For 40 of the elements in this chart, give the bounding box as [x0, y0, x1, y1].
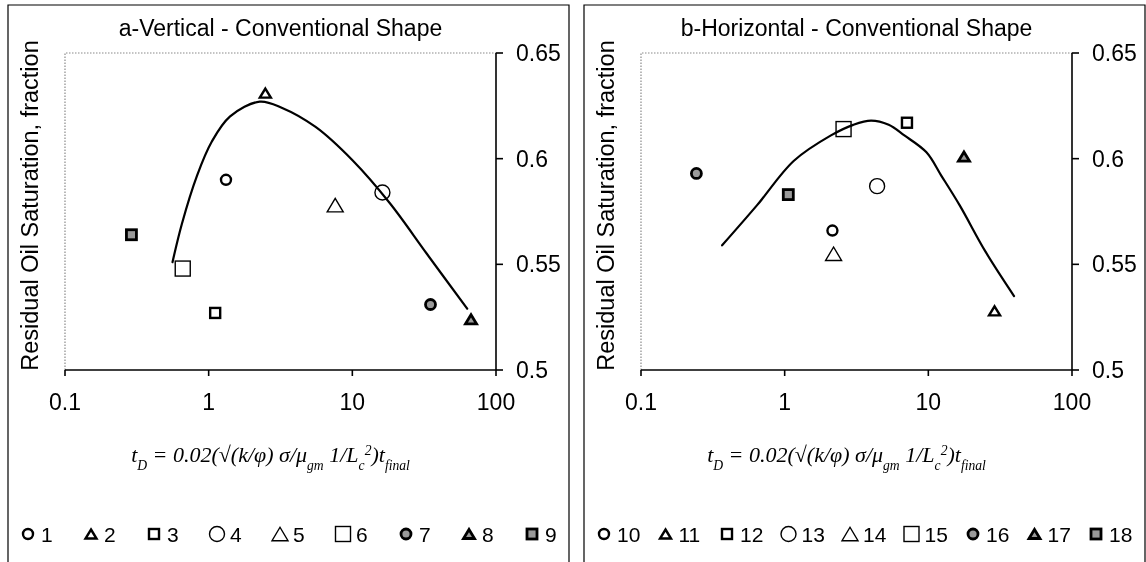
legend-label: 12: [740, 522, 764, 546]
y-tick-label: 0.6: [1092, 145, 1124, 172]
legend-label: 10: [617, 522, 641, 546]
legend-label: 13: [801, 522, 825, 546]
y-axis-title: Residual Oil Saturation, fraction: [593, 40, 619, 371]
x-tick-label: 1: [202, 389, 216, 415]
chart-title: b-Horizontal - Conventional Shape: [680, 15, 1033, 41]
y-tick-label: 0.55: [1092, 251, 1137, 278]
legend-label: 18: [1109, 522, 1133, 546]
x-tick-label: 100: [476, 389, 516, 415]
x-tick-label: 1: [778, 389, 792, 415]
legend-label: 1: [41, 522, 53, 546]
text: t$_{D}$ = 0.02(√(k/φ) σ/μ$_{gm}$ 1/L$_{c}$$^{2}$)t$_{final}$: [131, 442, 410, 473]
y-tick-label: 0.55: [516, 251, 561, 278]
legend-label: 16: [986, 522, 1010, 546]
legend-label: 17: [1047, 522, 1071, 546]
y-tick-label: 0.65: [516, 40, 561, 67]
legend-label: 7: [419, 522, 431, 546]
y-tick-label: 0.5: [1092, 357, 1124, 384]
legend-label: 2: [104, 522, 116, 546]
legend-label: 6: [356, 522, 368, 546]
y-tick-label: 0.6: [516, 145, 548, 172]
legend-label: 3: [167, 522, 179, 546]
legend-label: 15: [924, 522, 948, 546]
legend-label: 11: [678, 522, 701, 546]
x-tick-label: 10: [915, 389, 942, 415]
y-tick-label: 0.5: [516, 357, 548, 384]
y-axis-title: Residual Oil Saturation, fraction: [17, 40, 43, 371]
legend-label: 8: [482, 522, 494, 546]
legend-label: 5: [293, 522, 305, 546]
y-tick-label: 0.65: [1092, 40, 1137, 67]
legend-label: 9: [545, 522, 557, 546]
legend-label: 4: [230, 522, 242, 546]
text: t$_{D}$ = 0.02(√(k/φ) σ/μ$_{gm}$ 1/L$_{c}$$^{2}$)t$_{final}$: [707, 442, 986, 473]
x-tick-label: 10: [339, 389, 366, 415]
x-tick-label: 100: [1052, 389, 1092, 415]
chart-title: a-Vertical - Conventional Shape: [118, 15, 443, 41]
legend-label: 14: [863, 522, 887, 546]
x-tick-label: 0.1: [49, 389, 81, 415]
x-tick-label: 0.1: [625, 389, 657, 415]
